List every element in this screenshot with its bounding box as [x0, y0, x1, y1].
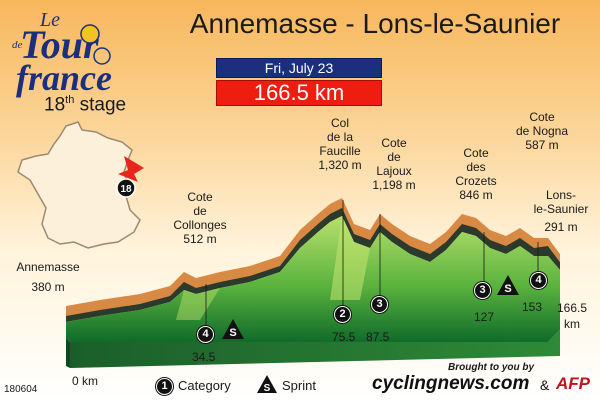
km-nogna: 153 — [522, 300, 543, 314]
category-badge-nogna: 4 — [530, 272, 547, 289]
sprint-icon-2: S — [497, 275, 519, 295]
profile-base-edge — [66, 338, 70, 368]
label-lajoux: Cote de Lajoux 1,198 m — [372, 136, 416, 192]
legend-category-label: Category — [178, 378, 231, 393]
label-crozets: Cote des Crozets 846 m — [455, 146, 497, 202]
label-nogna: Cote de Nogna 587 m — [515, 110, 569, 152]
stage-number-label: 18th stage — [44, 94, 127, 116]
svg-text:Le: Le — [39, 9, 60, 31]
category-badge-faucille: 2 — [334, 306, 351, 323]
legend-category-badge: 1 — [156, 378, 173, 395]
label-collonges: Cote de Collonges 512 m — [173, 190, 227, 246]
map-stage-badge-circle — [116, 178, 136, 198]
km-faucille: 75.5 — [332, 330, 356, 344]
category-badge-lajoux: 3 — [371, 296, 388, 313]
graphic-code: 180604 — [4, 384, 38, 395]
profile-highlight-2 — [176, 288, 220, 320]
afp-logo: AFP — [556, 374, 590, 393]
km-collonges: 34.5 — [192, 350, 216, 364]
profile-body — [66, 216, 560, 342]
map-stage-badge: 18 — [120, 184, 132, 195]
label-lons-le-saunier: Lons- le-Saunier 291 m — [533, 188, 589, 234]
sprint-icon: S — [222, 319, 244, 339]
svg-text:S: S — [264, 383, 271, 394]
tour-de-france-logo: Le Tour de france — [12, 9, 112, 98]
credit-ampersand: & — [540, 377, 550, 393]
legend-sprint-label: Sprint — [282, 378, 316, 393]
svg-text:de: de — [12, 39, 23, 51]
france-map: 18 — [17, 121, 144, 249]
profile-ridge-shadow — [66, 206, 560, 322]
stage-distance: 166.5 km — [216, 80, 382, 106]
legend-sprint-icon: S — [257, 375, 277, 394]
km-crozets: 127 — [474, 310, 495, 324]
brought-to-you: Brought to you by — [448, 362, 535, 373]
stage-title: Annemasse - Lons-le-Saunier — [189, 8, 561, 39]
km-lajoux: 87.5 — [366, 330, 390, 344]
label-faucille: Col de la Faucille 1,320 m — [318, 116, 362, 172]
km-start: 0 km — [72, 374, 99, 388]
svg-text:france: france — [16, 58, 112, 98]
category-badge-collonges: 4 — [197, 326, 214, 343]
stage-date: Fri, July 23 — [216, 58, 382, 78]
stage-location-arrow — [118, 156, 144, 182]
svg-text:S: S — [504, 283, 511, 295]
svg-text:S: S — [229, 327, 236, 339]
profile-ridge — [66, 198, 560, 316]
km-finish: 166.5 km — [556, 301, 588, 331]
france-outline — [17, 121, 141, 249]
profile-highlight — [330, 216, 370, 300]
category-badge-crozets: 3 — [474, 282, 491, 299]
profile-base-slab — [70, 330, 560, 368]
label-annemasse: Annemasse 380 m — [16, 260, 80, 294]
cyclingnews-logo: cyclingnews.com — [372, 373, 530, 394]
